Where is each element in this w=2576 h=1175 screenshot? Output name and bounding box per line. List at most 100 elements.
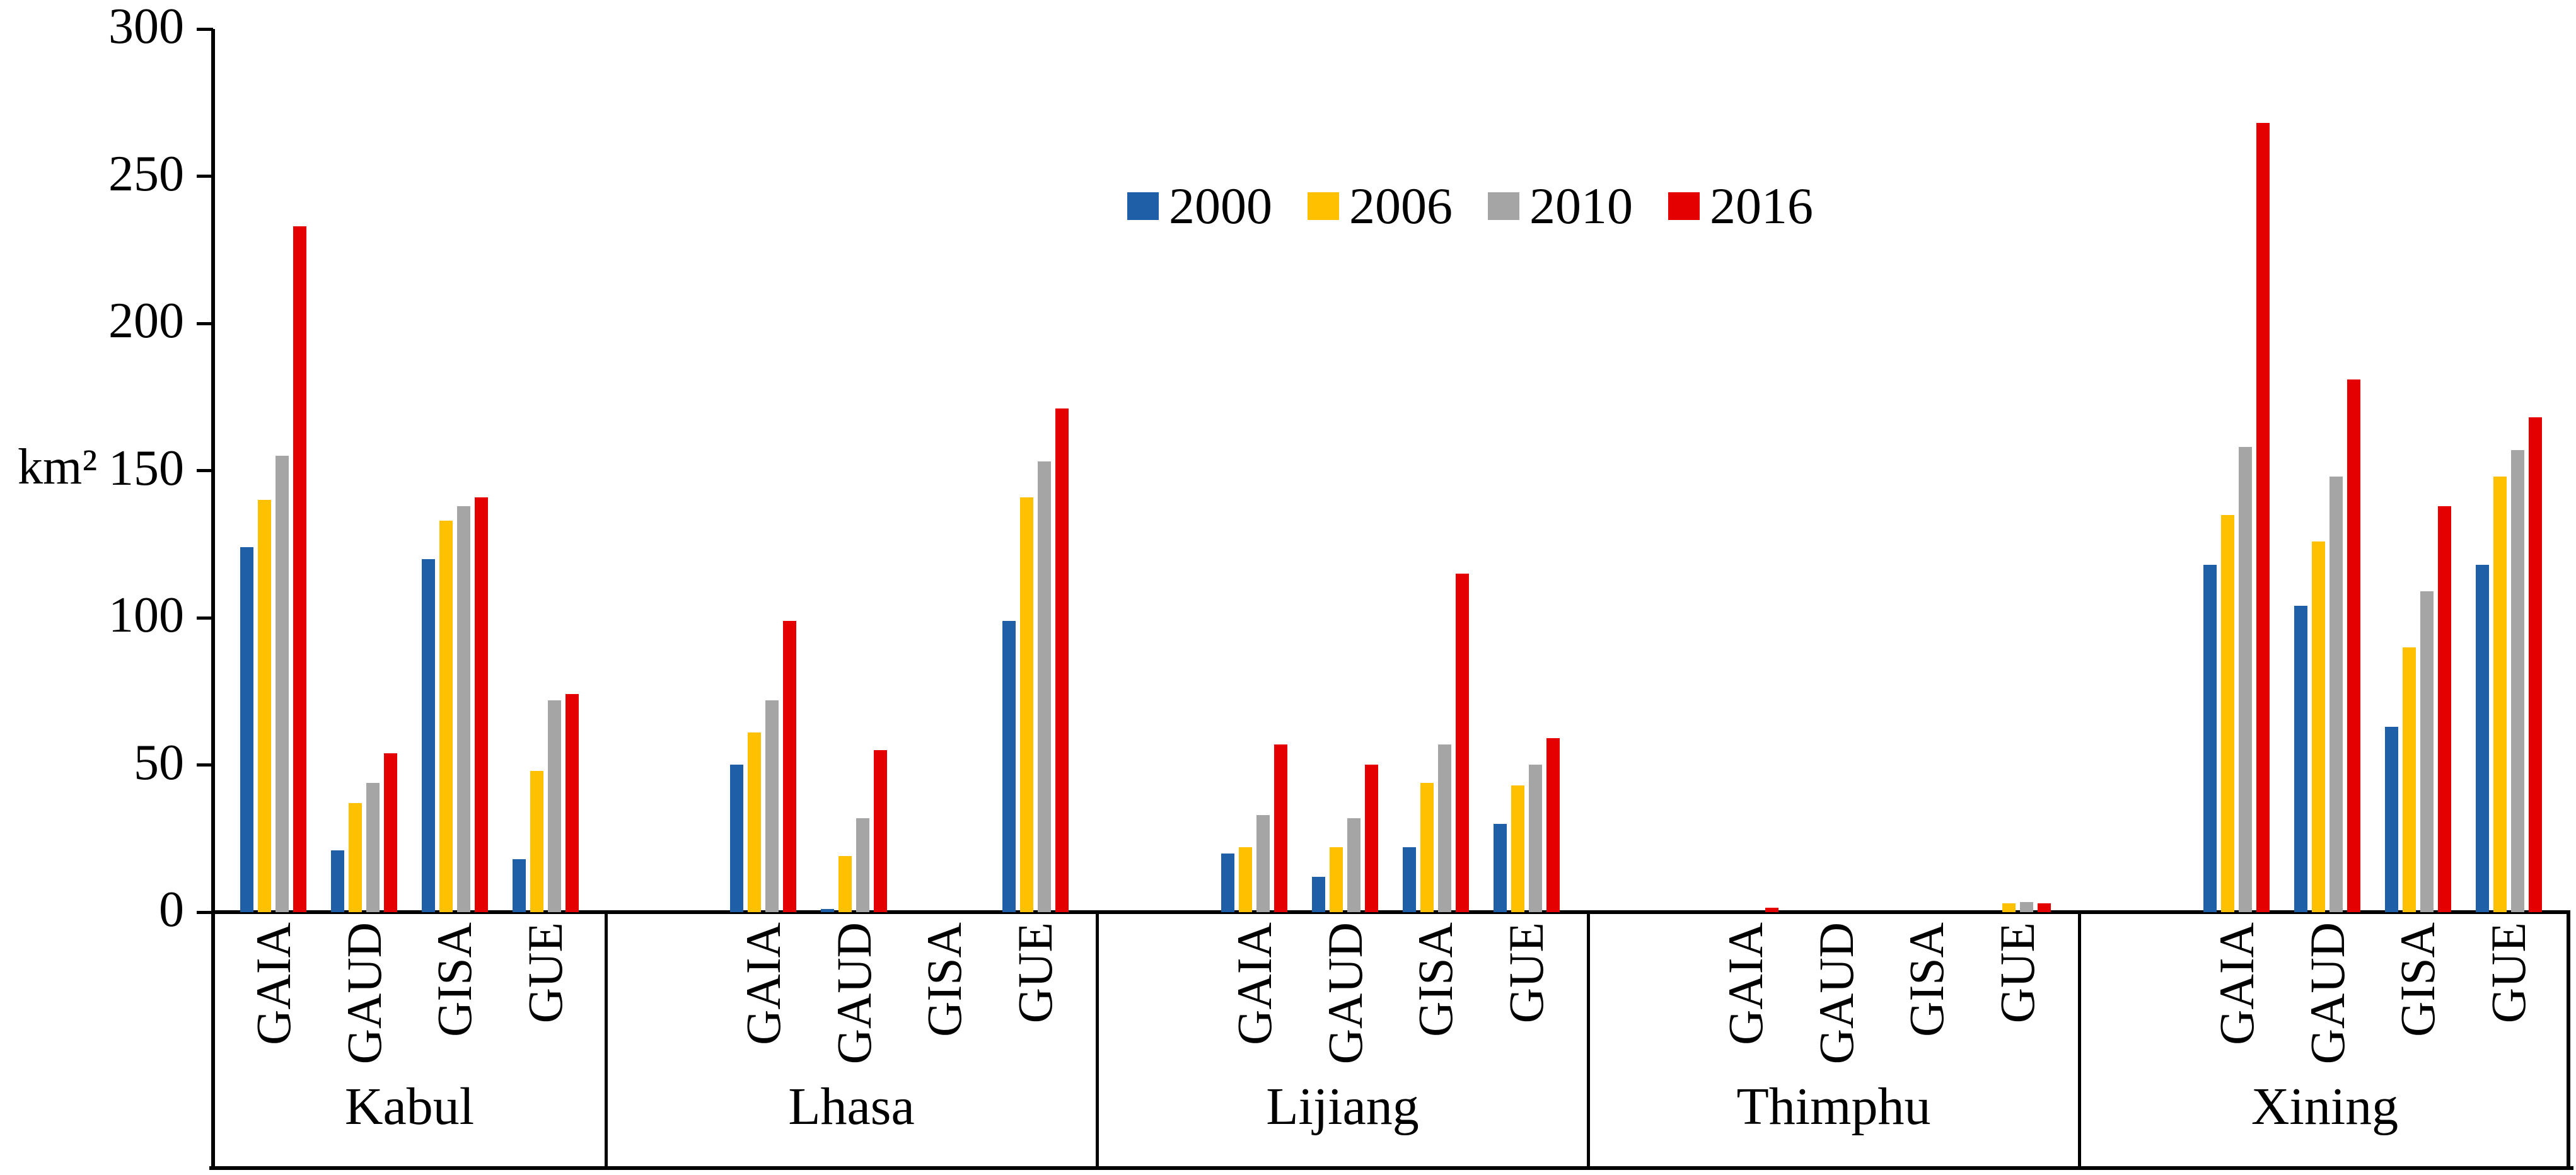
- group-label-Xining-GUE: GUE: [2481, 922, 2536, 1024]
- group-label-slot: GUE: [1972, 912, 2063, 1067]
- bar-Xining-GUE-2006: [2493, 477, 2507, 912]
- bar-Xining-GAUD-2016: [2347, 379, 2361, 912]
- group-label-Lhasa-GISA: GISA: [917, 922, 972, 1038]
- bar-Kabul-GUE-2000: [512, 859, 526, 912]
- bar-Xining-GAUD-2010: [2329, 477, 2343, 912]
- legend-swatch-2010: [1488, 192, 1519, 220]
- bar-Xining-GAIA-2000: [2203, 565, 2217, 912]
- x-axis-baseline: [211, 910, 2570, 914]
- city-label-Lhasa: Lhasa: [606, 1067, 1097, 1171]
- city-divider-3: [2078, 912, 2081, 1170]
- bars-row-Lijiang: [1097, 29, 1588, 912]
- bar-group-Lijiang-GAIA: [1209, 29, 1300, 912]
- bar-Lijiang-GAUD-2000: [1312, 877, 1326, 912]
- group-label-Thimphu-GAUD: GAUD: [1808, 922, 1864, 1065]
- y-tick-mark-150: [197, 469, 213, 472]
- bar-Lhasa-GAUD-2006: [838, 856, 852, 912]
- group-label-Lijiang-GAIA: GAIA: [1226, 922, 1282, 1045]
- bar-Kabul-GISA-2006: [439, 521, 453, 912]
- bar-Kabul-GAUD-2016: [384, 753, 398, 912]
- bar-Kabul-GUE-2016: [565, 694, 579, 912]
- group-label-slot: GAUD: [1791, 912, 1882, 1067]
- group-label-Lhasa-GUE: GUE: [1007, 922, 1063, 1024]
- group-label-slot: GUE: [990, 912, 1081, 1067]
- bar-group-Thimphu-GUE: [1972, 29, 2063, 912]
- bar-group-Lhasa-GAIA: [718, 29, 809, 912]
- bar-Lijiang-GUE-2010: [1528, 765, 1542, 912]
- y-tick-label-250: 250: [108, 146, 184, 202]
- group-labels-row-Lijiang: GAIA GAUD GISA GUE: [1097, 912, 1588, 1067]
- y-tick-mark-300: [197, 27, 213, 31]
- bar-Xining-GISA-2006: [2402, 647, 2416, 912]
- bar-Lijiang-GAIA-2016: [1274, 744, 1288, 912]
- bar-Kabul-GAIA-2000: [240, 547, 254, 912]
- bar-Kabul-GAUD-2010: [366, 783, 380, 912]
- group-label-slot: GAIA: [1209, 912, 1300, 1067]
- bar-Lhasa-GAUD-2016: [874, 750, 888, 912]
- plot-area: GAIA GAUD GISA GUE Kabul GAIA GAUD GISA GUE Lhasa…: [213, 29, 2570, 1171]
- city-label-Kabul: Kabul: [213, 1067, 606, 1171]
- bar-Kabul-GUE-2006: [530, 771, 543, 912]
- group-label-Thimphu-GISA: GISA: [1899, 922, 1954, 1038]
- group-label-Lijiang-GISA: GISA: [1408, 922, 1463, 1038]
- city-label-text-Xining: Xining: [2251, 1077, 2399, 1136]
- legend-item-2000: 2000: [1127, 180, 1272, 232]
- legend-item-2010: 2010: [1488, 180, 1633, 232]
- legend-label-2016: 2016: [1710, 177, 1813, 234]
- bar-Lhasa-GAIA-2000: [730, 765, 744, 912]
- group-labels-row-Lhasa: GAIA GAUD GISA GUE: [606, 912, 1097, 1067]
- group-label-Kabul-GUE: GUE: [518, 922, 573, 1024]
- legend-swatch-2000: [1127, 192, 1159, 220]
- city-label-text-Lijiang: Lijiang: [1266, 1077, 1419, 1136]
- bar-group-Xining-GAUD: [2282, 29, 2373, 912]
- legend-label-2000: 2000: [1169, 177, 1272, 234]
- bar-Kabul-GISA-2016: [474, 497, 488, 912]
- group-labels-row-Thimphu: GAIA GAUD GISA GUE: [1588, 912, 2079, 1067]
- bar-Xining-GAIA-2016: [2256, 123, 2270, 912]
- group-label-slot: GAIA: [718, 912, 809, 1067]
- bar-Lhasa-GUE-2010: [1037, 461, 1051, 912]
- y-tick-mark-200: [197, 321, 213, 325]
- group-label-Thimphu-GUE: GUE: [1990, 922, 2045, 1024]
- y-tick-label-100: 100: [108, 587, 184, 643]
- group-label-slot: GISA: [2373, 912, 2464, 1067]
- bar-group-Xining-GUE: [2463, 29, 2554, 912]
- bar-Lijiang-GAIA-2006: [1239, 847, 1253, 912]
- bar-Lijiang-GAIA-2010: [1256, 815, 1270, 912]
- legend-swatch-2016: [1668, 192, 1700, 220]
- group-labels-row-Kabul: GAIA GAUD GISA GUE: [213, 912, 606, 1067]
- bar-Lhasa-GAIA-2010: [765, 700, 779, 912]
- bar-group-Kabul-GAUD: [319, 29, 410, 912]
- bar-Lijiang-GAIA-2000: [1221, 854, 1235, 912]
- bar-Thimphu-GUE-2006: [2002, 903, 2016, 912]
- city-divider-1: [1096, 912, 1099, 1170]
- city-divider-2: [1587, 912, 1590, 1170]
- group-label-slot: GISA: [1391, 912, 1482, 1067]
- legend-swatch-2006: [1308, 192, 1339, 220]
- bar-Kabul-GAUD-2006: [349, 803, 363, 912]
- y-tick-mark-0: [197, 910, 213, 914]
- legend-item-2016: 2016: [1668, 180, 1813, 232]
- bar-group-Kabul-GAIA: [228, 29, 319, 912]
- group-label-slot: GAUD: [319, 912, 410, 1067]
- y-axis-line: [211, 29, 215, 1170]
- bar-Lijiang-GUE-2006: [1511, 785, 1524, 912]
- bar-Lhasa-GAUD-2010: [856, 818, 870, 912]
- y-tick-mark-250: [197, 175, 213, 178]
- y-tick-mark-100: [197, 616, 213, 620]
- bar-Lhasa-GUE-2016: [1055, 408, 1069, 912]
- bars-row-Xining: [2079, 29, 2570, 912]
- plot-right-border: [2567, 912, 2570, 1170]
- bar-Kabul-GAIA-2006: [258, 500, 272, 912]
- bar-Kabul-GUE-2010: [547, 700, 561, 912]
- bar-group-Xining-GISA: [2373, 29, 2464, 912]
- city-label-Thimphu: Thimphu: [1588, 1067, 2079, 1171]
- bar-Kabul-GISA-2000: [421, 559, 435, 912]
- group-label-slot: GUE: [1481, 912, 1572, 1067]
- bar-group-Kabul-GISA: [410, 29, 501, 912]
- group-label-slot: GAUD: [1300, 912, 1391, 1067]
- legend-label-2006: 2006: [1349, 177, 1453, 234]
- bar-Lijiang-GISA-2006: [1420, 783, 1434, 912]
- bar-Xining-GISA-2016: [2437, 506, 2451, 912]
- group-label-Thimphu-GAIA: GAIA: [1717, 922, 1773, 1045]
